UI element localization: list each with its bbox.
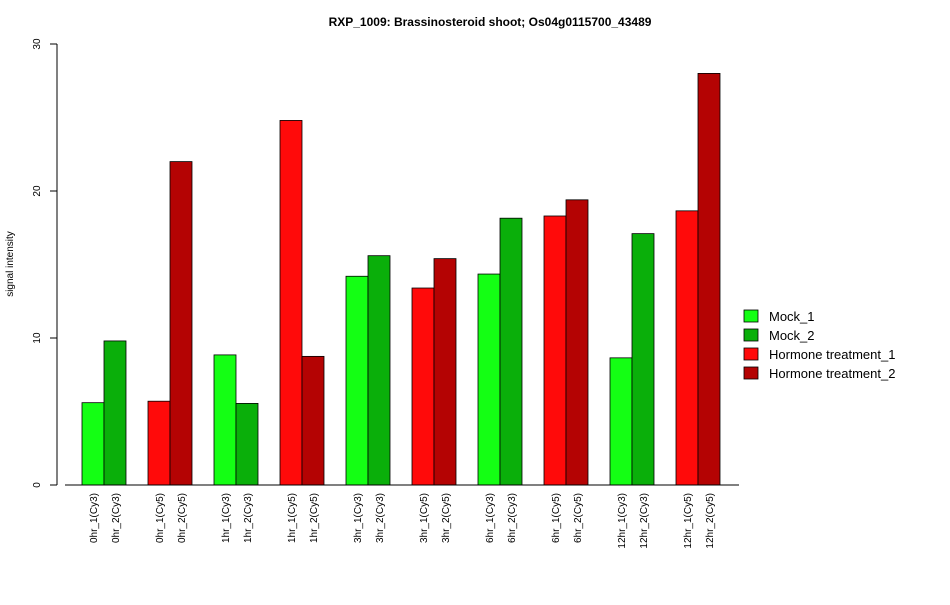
bar — [697, 73, 721, 486]
bar — [411, 287, 435, 486]
bar — [675, 210, 699, 486]
x-tick-label: 12hr_1(Cy5) — [683, 493, 694, 549]
bar — [543, 215, 567, 486]
bar — [367, 255, 391, 486]
x-tick-label: 3hr_2(Cy5) — [441, 493, 452, 543]
y-tick-label: 10 — [32, 332, 43, 344]
x-tick-label: 3hr_1(Cy5) — [419, 493, 430, 543]
bar — [631, 233, 655, 486]
bar — [81, 402, 105, 486]
legend-label: Hormone treatment_2 — [769, 366, 895, 381]
x-tick-label: 1hr_2(Cy3) — [243, 493, 254, 543]
y-tick-label: 0 — [32, 482, 43, 488]
x-tick-label: 6hr_2(Cy3) — [507, 493, 518, 543]
y-tick-label: 20 — [32, 185, 43, 197]
x-tick-label: 1hr_1(Cy5) — [287, 493, 298, 543]
x-tick-label: 0hr_1(Cy3) — [89, 493, 100, 543]
legend-swatch — [743, 347, 759, 361]
bar — [609, 357, 633, 486]
x-tick-label: 0hr_2(Cy3) — [111, 493, 122, 543]
bar — [301, 355, 325, 486]
bar — [169, 161, 193, 486]
legend-swatch — [743, 328, 759, 342]
bar — [345, 275, 369, 486]
x-tick-label: 6hr_1(Cy5) — [551, 493, 562, 543]
x-tick-label: 12hr_1(Cy3) — [617, 493, 628, 549]
bar — [213, 354, 237, 486]
chart-title: RXP_1009: Brassinosteroid shoot; Os04g01… — [329, 15, 652, 29]
legend-swatch — [743, 366, 759, 380]
legend-swatch — [743, 309, 759, 323]
legend-label: Mock_1 — [769, 309, 815, 324]
x-tick-label: 12hr_2(Cy5) — [705, 493, 716, 549]
x-tick-label: 1hr_2(Cy5) — [309, 493, 320, 543]
bar — [477, 273, 501, 486]
x-tick-label: 0hr_1(Cy5) — [155, 493, 166, 543]
legend-label: Mock_2 — [769, 328, 815, 343]
x-tick-label: 6hr_2(Cy5) — [573, 493, 584, 543]
bar — [103, 340, 127, 486]
legend: Mock_1 Mock_2 Hormone treatment_1 Hormone t… — [743, 309, 895, 381]
bar — [499, 217, 523, 486]
bar — [279, 120, 303, 486]
y-axis-label: signal intensity — [5, 231, 16, 297]
y-tick-label: 30 — [32, 38, 43, 50]
plot-area: 0 10 20 30 0hr_1(Cy3) 0hr_2(Cy3) 0hr_1(Cy5) 0hr… — [32, 38, 739, 549]
bar — [433, 258, 457, 486]
x-tick-label: 6hr_1(Cy3) — [485, 493, 496, 543]
x-tick-label: 1hr_1(Cy3) — [221, 493, 232, 543]
legend-label: Hormone treatment_1 — [769, 347, 895, 362]
x-tick-label: 12hr_2(Cy3) — [639, 493, 650, 549]
x-tick-label: 3hr_2(Cy3) — [375, 493, 386, 543]
bar — [147, 400, 171, 486]
bar — [235, 403, 259, 486]
x-tick-label: 0hr_2(Cy5) — [177, 493, 188, 543]
x-tick-label: 3hr_1(Cy3) — [353, 493, 364, 543]
bar — [565, 199, 589, 486]
